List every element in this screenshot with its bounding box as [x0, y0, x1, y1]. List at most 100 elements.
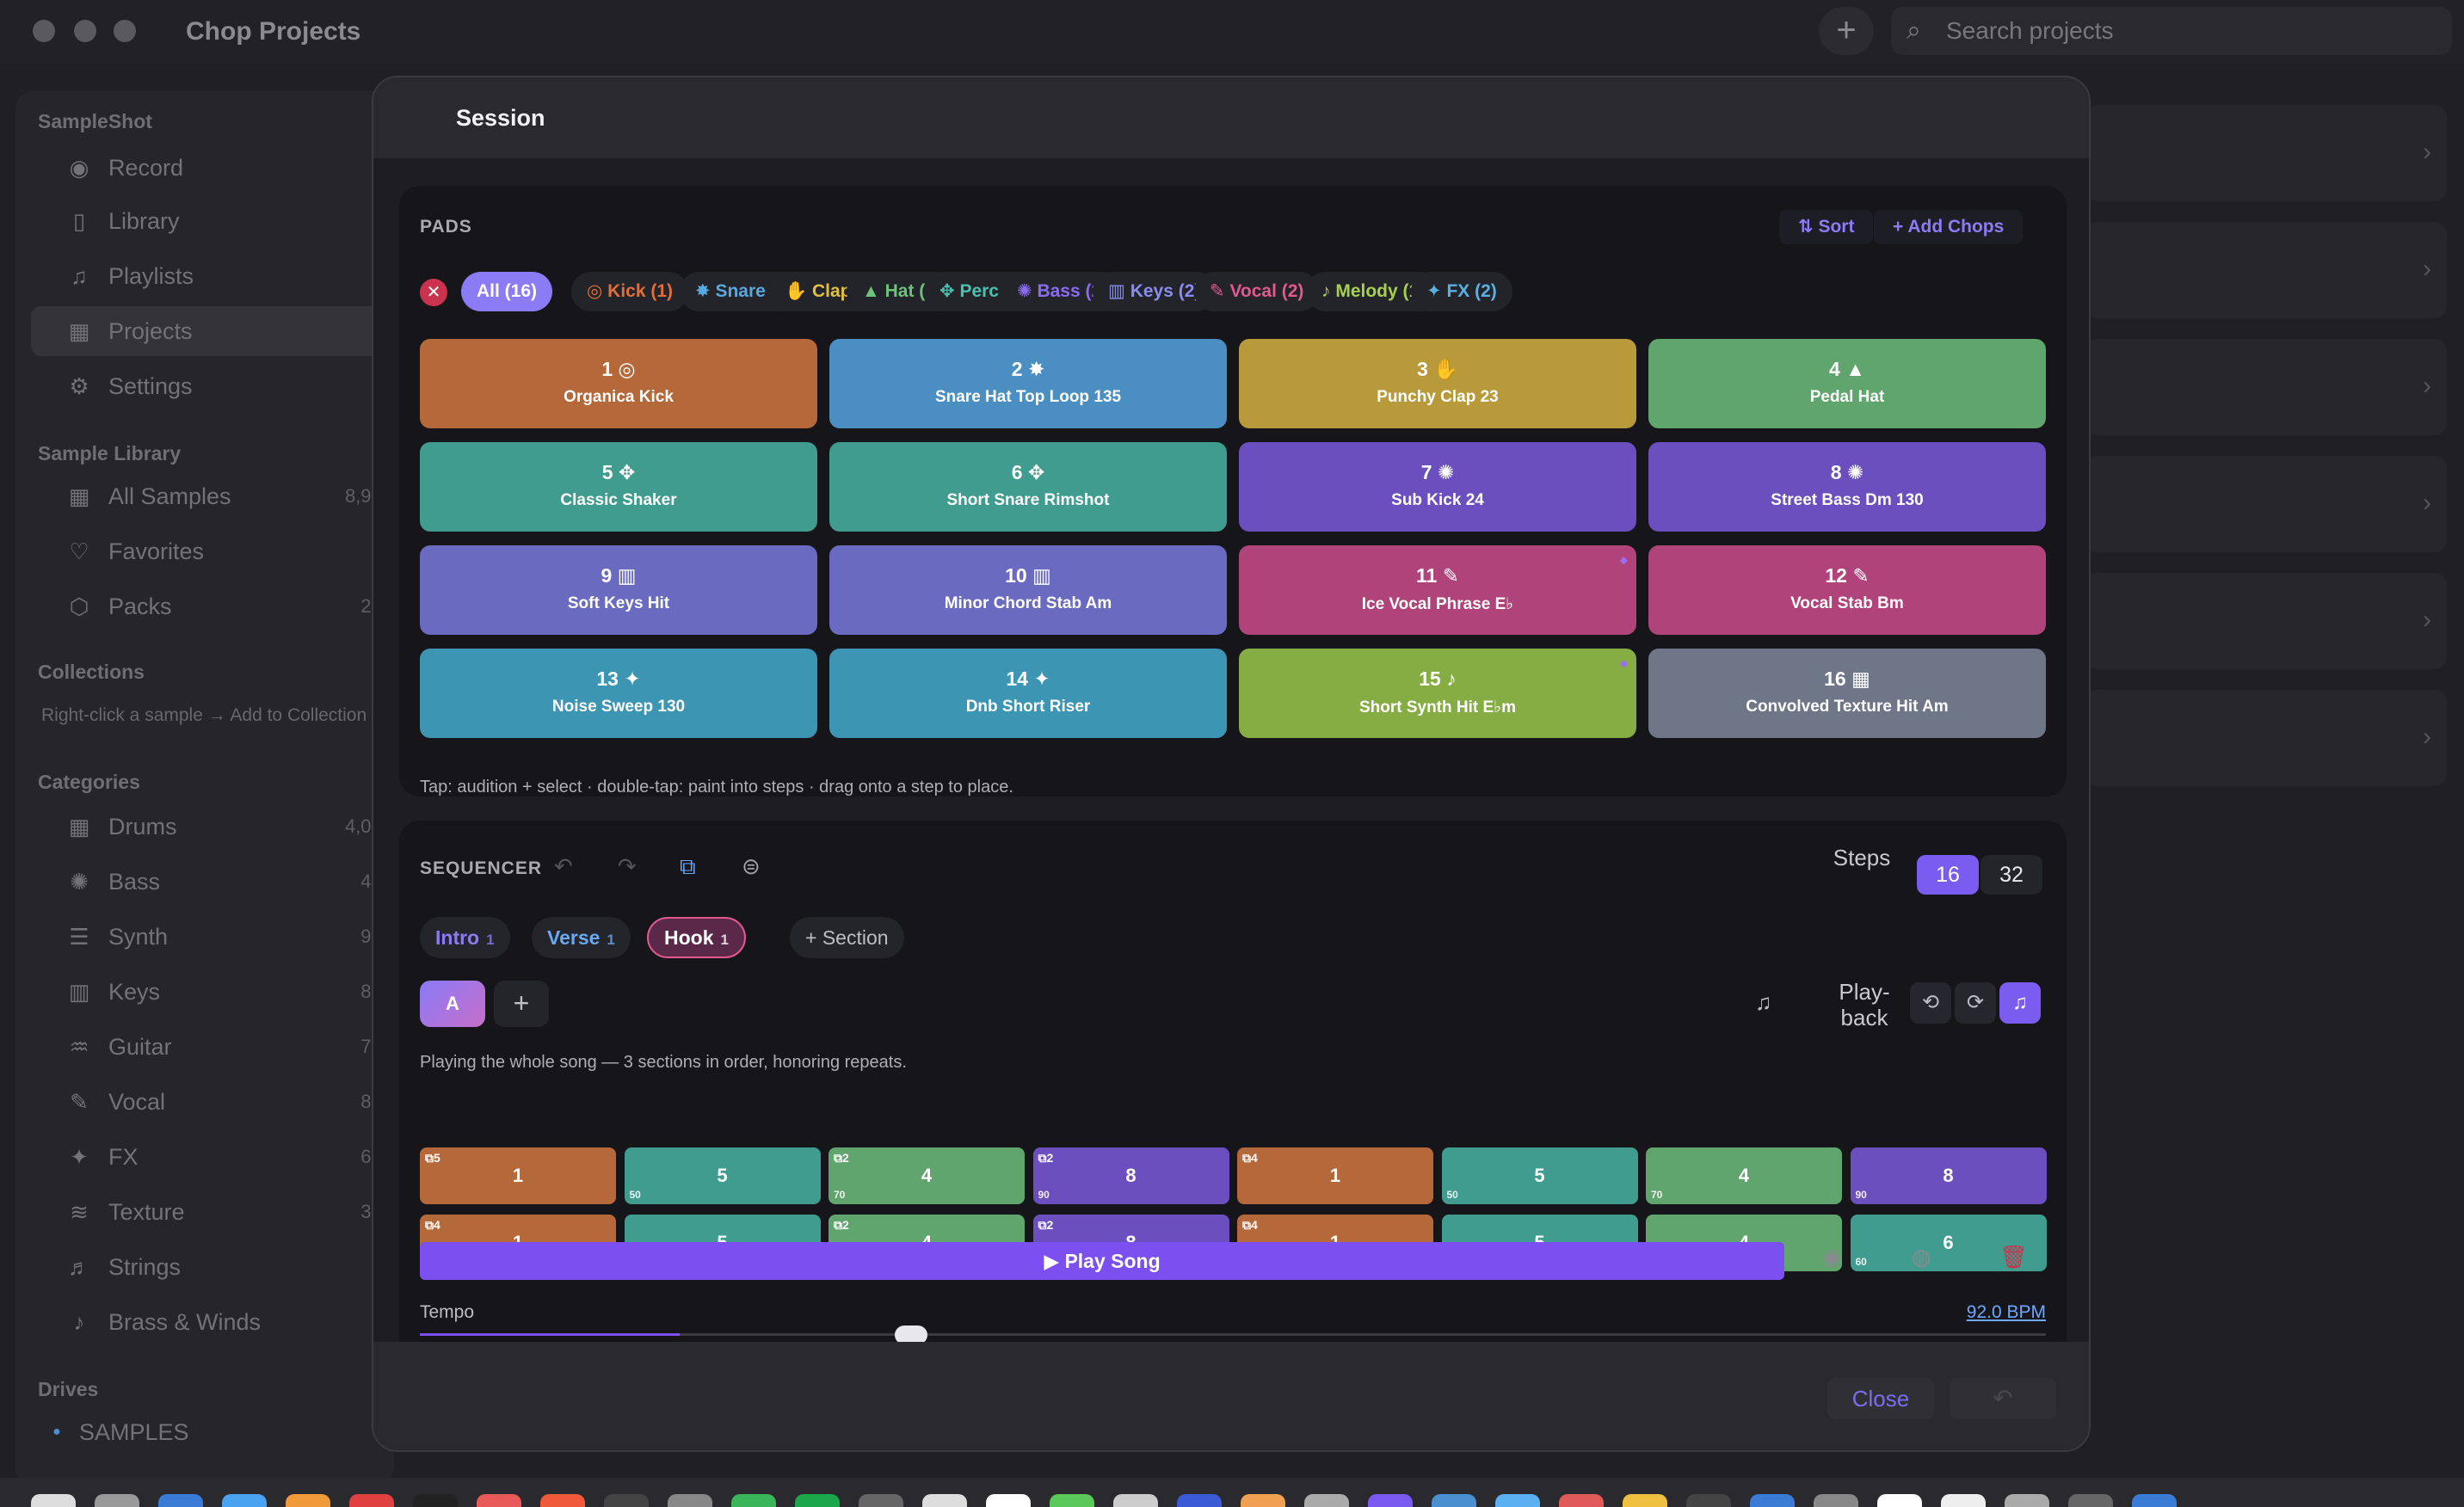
pad-button[interactable]: 13 ✦ Noise Sweep 130 — [420, 649, 817, 738]
dock-app-icon[interactable] — [1623, 1494, 1667, 1507]
list-icon[interactable]: ⊜ — [742, 853, 761, 879]
dock-app-icon[interactable] — [1750, 1494, 1795, 1507]
dock-app-icon[interactable] — [1495, 1494, 1540, 1507]
section-tab[interactable]: Intro 1 — [420, 917, 510, 958]
project-row[interactable]: › — [2085, 105, 2447, 201]
dock-app-icon[interactable] — [1432, 1494, 1476, 1507]
pad-button[interactable]: 11 ✎ Ice Vocal Phrase E♭ ◆ — [1239, 545, 1636, 635]
sidebar-item-vocal[interactable]: ✎Vocal837 — [31, 1077, 392, 1127]
pad-button[interactable]: 15 ♪ Short Synth Hit E♭m ◆ — [1239, 649, 1636, 738]
loop-section-button[interactable]: ⟳ — [1955, 982, 1996, 1024]
dock-app-icon[interactable] — [286, 1494, 330, 1507]
metronome-icon[interactable]: ◍ — [1912, 1244, 1931, 1270]
project-row[interactable]: › — [2085, 456, 2447, 552]
dock-app-icon[interactable] — [349, 1494, 394, 1507]
add-section-button[interactable]: + Section — [790, 917, 904, 958]
sidebar-item-packs[interactable]: ⬡Packs295 — [31, 581, 392, 631]
dock-app-icon[interactable] — [668, 1494, 712, 1507]
steps-16-button[interactable]: 16 — [1917, 855, 1979, 895]
dock-app-icon[interactable] — [1050, 1494, 1094, 1507]
step-cell[interactable]: 1 ⧉4 — [1237, 1147, 1433, 1204]
dock-app-icon[interactable] — [1877, 1494, 1922, 1507]
sidebar-item-guitar[interactable]: ♒Guitar795 — [31, 1022, 392, 1072]
tempo-value[interactable]: 92.0 BPM — [1966, 1302, 2046, 1322]
dock-app-icon[interactable] — [95, 1494, 139, 1507]
play-song-mode-button[interactable]: ♫ — [1999, 982, 2041, 1024]
dock-app-icon[interactable] — [1686, 1494, 1731, 1507]
dock-app-icon[interactable] — [540, 1494, 585, 1507]
sidebar-item-strings[interactable]: ♬Strings5 — [31, 1242, 392, 1292]
step-cell[interactable]: 5 50 — [624, 1147, 821, 1204]
dock-app-icon[interactable] — [1241, 1494, 1285, 1507]
sidebar-item-settings[interactable]: ⚙ Settings — [31, 361, 392, 411]
step-cell[interactable]: 8 90 — [1850, 1147, 2047, 1204]
new-project-button[interactable]: + — [1819, 7, 1874, 55]
minimize-window-button[interactable] — [74, 20, 96, 42]
undo-icon[interactable]: ↶ — [554, 853, 573, 879]
dock-app-icon[interactable] — [2005, 1494, 2049, 1507]
duplicate-icon[interactable]: ⧉ — [680, 853, 696, 879]
project-row[interactable]: › — [2085, 339, 2447, 435]
dock-app-icon[interactable] — [413, 1494, 458, 1507]
pad-button[interactable]: 9 ▥ Soft Keys Hit — [420, 545, 817, 635]
sidebar-item-drums[interactable]: ▦ Drums 4,006 — [31, 802, 392, 852]
dock-app-icon[interactable] — [31, 1494, 76, 1507]
step-cell[interactable]: 1 ⧉5 — [420, 1147, 616, 1204]
dock-app-icon[interactable] — [1941, 1494, 1986, 1507]
step-cell[interactable]: 4 70 — [1646, 1147, 1842, 1204]
pad-button[interactable]: 8 ✺ Street Bass Dm 130 — [1648, 442, 2046, 532]
dock-app-icon[interactable] — [604, 1494, 649, 1507]
filter-chip[interactable]: All (16) — [461, 272, 553, 311]
dock-app-icon[interactable] — [731, 1494, 776, 1507]
filter-chip[interactable]: ◎ Kick (1) — [571, 272, 689, 311]
sidebar-item-favorites[interactable]: ♡ Favorites — [31, 526, 392, 576]
sidebar-item-keys[interactable]: ▥Keys843 — [31, 967, 392, 1017]
sort-button[interactable]: ⇅ Sort — [1779, 210, 1874, 244]
clear-filter-button[interactable]: ✕ — [420, 279, 447, 306]
dock-app-icon[interactable] — [795, 1494, 840, 1507]
project-row[interactable]: › — [2085, 573, 2447, 669]
pad-button[interactable]: 1 ◎ Organica Kick — [420, 339, 817, 428]
filter-chip[interactable]: ✦ FX (2) — [1411, 272, 1512, 311]
add-pattern-button[interactable]: + — [494, 981, 549, 1027]
dock-app-icon[interactable] — [477, 1494, 521, 1507]
dock-app-icon[interactable] — [2132, 1494, 2177, 1507]
pattern-a-button[interactable]: A — [420, 981, 485, 1027]
search-input[interactable]: ⌕ Search projects — [1891, 7, 2452, 55]
dock-app-icon[interactable] — [1177, 1494, 1222, 1507]
dock-app-icon[interactable] — [1559, 1494, 1604, 1507]
sidebar-item-playlists[interactable]: ♫ Playlists — [31, 251, 392, 301]
sidebar-item-projects[interactable]: ▦ Projects — [31, 306, 392, 356]
pad-button[interactable]: 5 ✥ Classic Shaker — [420, 442, 817, 532]
dock-app-icon[interactable] — [158, 1494, 203, 1507]
steps-32-button[interactable]: 32 — [1980, 855, 2042, 895]
section-tab[interactable]: Verse 1 — [532, 917, 631, 958]
dock-app-icon[interactable] — [1814, 1494, 1858, 1507]
pad-button[interactable]: 14 ✦ Dnb Short Riser — [829, 649, 1227, 738]
pad-button[interactable]: 16 ▦ Convolved Texture Hit Am — [1648, 649, 2046, 738]
play-song-button[interactable]: ▶ Play Song — [420, 1242, 1784, 1280]
add-chops-button[interactable]: + Add Chops — [1874, 210, 2024, 244]
dock-app-icon[interactable] — [1113, 1494, 1158, 1507]
pad-button[interactable]: 7 ✺ Sub Kick 24 — [1239, 442, 1636, 532]
song-mode-icon[interactable]: ♫ — [1755, 989, 1772, 1015]
dock-app-icon[interactable] — [2068, 1494, 2113, 1507]
redo-icon[interactable]: ↷ — [618, 853, 637, 879]
dock-app-icon[interactable] — [922, 1494, 967, 1507]
pad-button[interactable]: 4 ▲ Pedal Hat — [1648, 339, 2046, 428]
sidebar-item-brass-winds[interactable]: ♪Brass & Winds9 — [31, 1297, 393, 1347]
dock-app-icon[interactable] — [986, 1494, 1031, 1507]
tempo-slider[interactable] — [420, 1326, 2046, 1344]
record-icon[interactable]: ◉ — [1822, 1244, 1842, 1270]
pad-button[interactable]: 2 ✸ Snare Hat Top Loop 135 — [829, 339, 1227, 428]
dock-app-icon[interactable] — [1304, 1494, 1349, 1507]
pad-button[interactable]: 10 ▥ Minor Chord Stab Am — [829, 545, 1227, 635]
sidebar-item-library[interactable]: ▯ Library — [31, 196, 392, 246]
pad-button[interactable]: 3 ✋ Punchy Clap 23 — [1239, 339, 1636, 428]
project-row[interactable]: › — [2085, 222, 2447, 318]
filter-chip[interactable]: ✎ Vocal (2) — [1194, 272, 1320, 311]
section-tab[interactable]: Hook 1 — [647, 917, 746, 958]
undo-button[interactable]: ↶ — [1950, 1378, 2056, 1419]
close-window-button[interactable] — [33, 20, 55, 42]
trash-icon[interactable]: 🗑 — [1999, 1244, 2029, 1270]
